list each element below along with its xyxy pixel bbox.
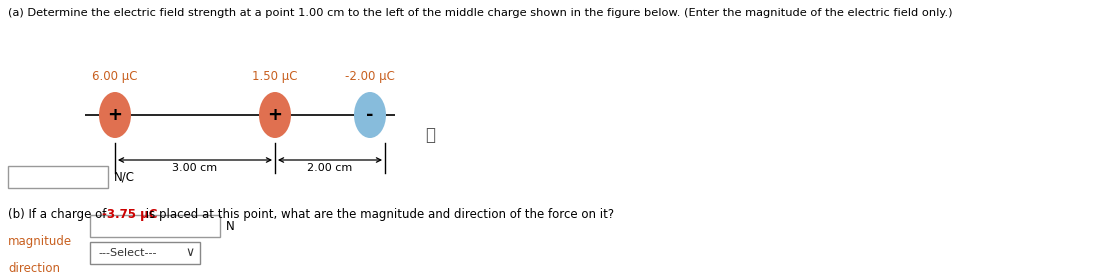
- Ellipse shape: [99, 92, 131, 138]
- Text: +: +: [107, 106, 123, 124]
- Text: ∨: ∨: [185, 246, 194, 260]
- Text: (b) If a charge of: (b) If a charge of: [8, 208, 110, 221]
- Text: (a) Determine the electric field strength at a point 1.00 cm to the left of the : (a) Determine the electric field strengt…: [8, 8, 952, 18]
- FancyBboxPatch shape: [8, 166, 108, 188]
- Text: -2.00 μC: -2.00 μC: [345, 70, 395, 83]
- Text: N/C: N/C: [114, 171, 135, 183]
- Text: 6.00 μC: 6.00 μC: [93, 70, 137, 83]
- Text: -: -: [366, 106, 374, 124]
- FancyBboxPatch shape: [90, 242, 200, 264]
- Text: +: +: [268, 106, 282, 124]
- Ellipse shape: [354, 92, 386, 138]
- Text: 2.00 cm: 2.00 cm: [307, 163, 353, 173]
- Text: N: N: [227, 220, 234, 232]
- Text: is placed at this point, what are the magnitude and direction of the force on it: is placed at this point, what are the ma…: [142, 208, 614, 221]
- Text: ⓘ: ⓘ: [425, 126, 435, 144]
- FancyBboxPatch shape: [90, 215, 220, 237]
- Text: 1.50 μC: 1.50 μC: [252, 70, 298, 83]
- Text: magnitude: magnitude: [8, 235, 73, 248]
- Text: -3.75 μC: -3.75 μC: [103, 208, 158, 221]
- Ellipse shape: [259, 92, 291, 138]
- Text: ---Select---: ---Select---: [98, 248, 156, 258]
- Text: 3.00 cm: 3.00 cm: [173, 163, 218, 173]
- Text: direction: direction: [8, 262, 60, 275]
